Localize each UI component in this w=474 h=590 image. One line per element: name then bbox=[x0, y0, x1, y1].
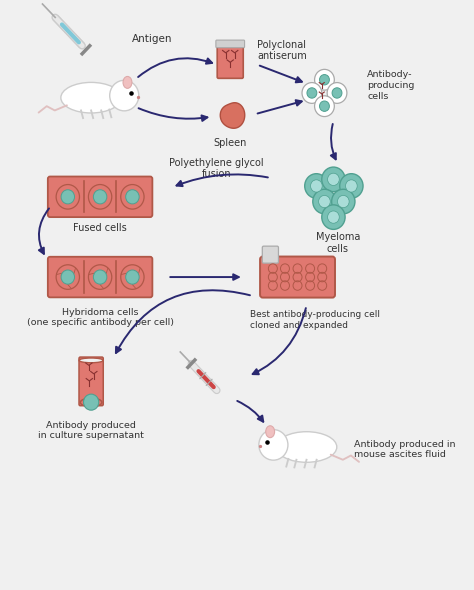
Text: Best antibody-producing cell
cloned and expanded: Best antibody-producing cell cloned and … bbox=[250, 310, 381, 329]
Circle shape bbox=[126, 190, 139, 204]
Circle shape bbox=[93, 270, 107, 284]
FancyBboxPatch shape bbox=[79, 357, 103, 406]
Circle shape bbox=[93, 190, 107, 204]
Ellipse shape bbox=[266, 426, 274, 438]
Text: Antibody produced in
mouse ascites fluid: Antibody produced in mouse ascites fluid bbox=[354, 440, 455, 459]
FancyBboxPatch shape bbox=[260, 257, 335, 297]
FancyBboxPatch shape bbox=[216, 40, 245, 48]
Circle shape bbox=[322, 167, 345, 192]
Circle shape bbox=[328, 173, 339, 185]
Circle shape bbox=[332, 189, 355, 214]
Circle shape bbox=[337, 195, 349, 208]
Ellipse shape bbox=[61, 83, 121, 113]
Circle shape bbox=[61, 270, 74, 284]
FancyBboxPatch shape bbox=[48, 257, 152, 297]
Circle shape bbox=[322, 205, 345, 230]
Ellipse shape bbox=[276, 432, 337, 463]
Circle shape bbox=[315, 96, 334, 117]
Circle shape bbox=[121, 265, 144, 289]
Circle shape bbox=[319, 74, 329, 85]
Circle shape bbox=[346, 180, 357, 192]
Circle shape bbox=[340, 173, 363, 198]
Text: Antibody produced
in culture supernatant: Antibody produced in culture supernatant bbox=[38, 421, 144, 441]
Text: Myeloma
cells: Myeloma cells bbox=[316, 232, 360, 254]
Circle shape bbox=[319, 101, 329, 112]
Circle shape bbox=[259, 430, 288, 460]
Circle shape bbox=[56, 265, 80, 289]
Circle shape bbox=[328, 211, 339, 223]
Circle shape bbox=[89, 185, 112, 209]
Text: Fused cells: Fused cells bbox=[73, 223, 127, 233]
Ellipse shape bbox=[123, 77, 132, 88]
Text: Hybridoma cells
(one specific antibody per cell): Hybridoma cells (one specific antibody p… bbox=[27, 308, 173, 327]
FancyBboxPatch shape bbox=[217, 41, 243, 78]
Text: Polyclonal
antiserum: Polyclonal antiserum bbox=[257, 40, 307, 61]
Circle shape bbox=[126, 270, 139, 284]
Circle shape bbox=[327, 83, 347, 103]
Circle shape bbox=[121, 185, 144, 209]
Circle shape bbox=[319, 195, 330, 208]
Text: Polyethylene glycol
fusion: Polyethylene glycol fusion bbox=[169, 158, 264, 179]
Ellipse shape bbox=[79, 358, 103, 363]
Polygon shape bbox=[220, 103, 245, 128]
Circle shape bbox=[109, 80, 139, 111]
Circle shape bbox=[83, 394, 99, 410]
FancyBboxPatch shape bbox=[262, 246, 278, 263]
Text: Antigen: Antigen bbox=[131, 34, 172, 44]
Circle shape bbox=[310, 180, 322, 192]
Circle shape bbox=[332, 88, 342, 98]
Circle shape bbox=[315, 70, 334, 90]
Circle shape bbox=[313, 189, 336, 214]
Text: Spleen: Spleen bbox=[214, 138, 247, 148]
Circle shape bbox=[307, 88, 317, 98]
Text: Antibody-
producing
cells: Antibody- producing cells bbox=[367, 70, 414, 101]
Circle shape bbox=[89, 265, 112, 289]
FancyBboxPatch shape bbox=[48, 176, 152, 217]
Circle shape bbox=[302, 83, 322, 103]
Circle shape bbox=[61, 190, 74, 204]
Ellipse shape bbox=[81, 398, 102, 407]
Circle shape bbox=[56, 185, 80, 209]
Circle shape bbox=[305, 173, 328, 198]
